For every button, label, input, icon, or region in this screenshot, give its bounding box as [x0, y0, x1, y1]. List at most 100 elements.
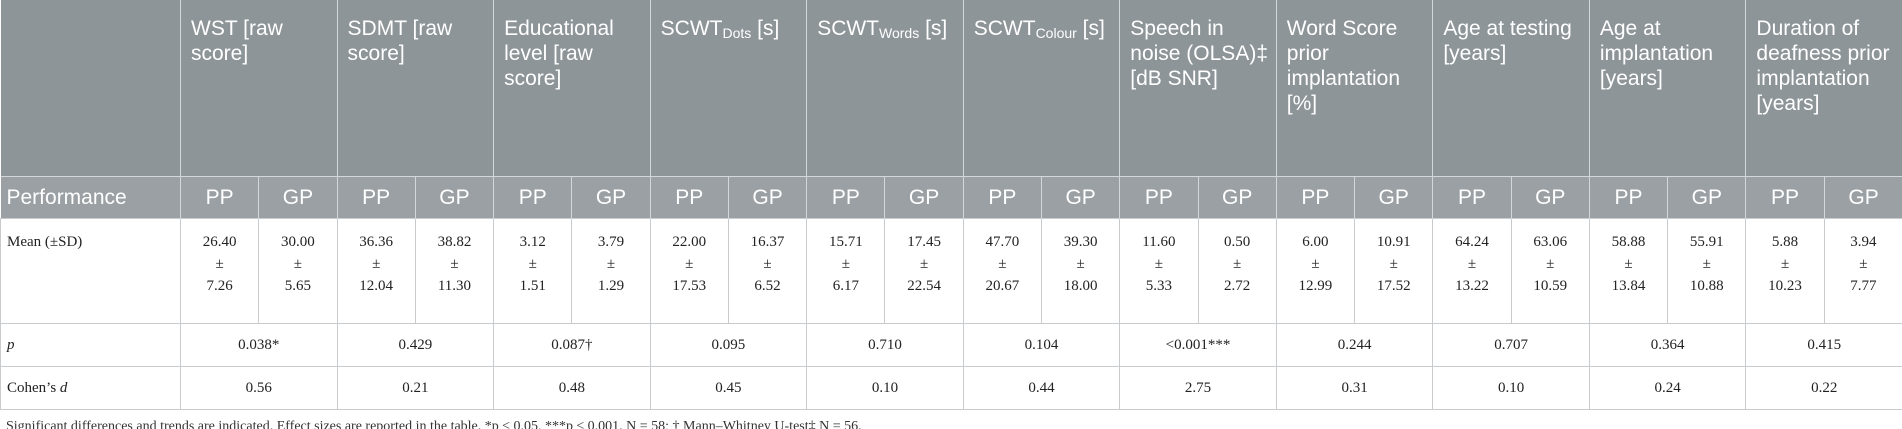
mean-cell: 22.00 ±17.53	[649, 218, 729, 324]
p-value: 0.364	[1588, 323, 1747, 367]
sd-value: 13.84	[1611, 278, 1646, 294]
plus-minus: ±	[841, 256, 850, 272]
sd-value: 18.00	[1063, 278, 1098, 294]
header-label: SDMT	[347, 17, 407, 40]
header-label: Educational level	[504, 17, 614, 65]
effect-size: 0.22	[1745, 366, 1902, 410]
sd-value: 6.17	[832, 278, 859, 294]
sd-value: 10.59	[1533, 278, 1568, 294]
header-unit: [raw score]	[504, 42, 593, 90]
plus-minus: ±	[1389, 256, 1398, 272]
group-label: GP	[1510, 176, 1590, 219]
header-unit: [s]	[1082, 17, 1105, 40]
mean-value: 0.50	[1224, 234, 1251, 250]
group-label: PP	[962, 176, 1042, 219]
header-unit: [years]	[1443, 42, 1507, 65]
effect-size: 0.48	[493, 366, 651, 410]
header-unit: [years]	[1599, 67, 1663, 90]
plus-minus: ±	[450, 256, 459, 272]
cohen-row: Cohen’s d 0.56 0.21 0.48 0.45 0.10 0.44 2.75 0.3…	[0, 366, 1902, 410]
group-label: PP	[1745, 176, 1825, 219]
group-label: PP	[1119, 176, 1199, 219]
effect-size: 0.56	[180, 366, 338, 410]
sd-value: 11.30	[437, 278, 472, 294]
mean-cell: 47.70 ±20.67	[962, 218, 1043, 324]
group-label: PP	[1432, 176, 1512, 219]
group-label: GP	[1354, 176, 1433, 219]
mean-value: 6.00	[1302, 234, 1329, 250]
mean-cell: 11.60 ±5.33	[1119, 218, 1199, 324]
mean-cell: 3.12 ±1.51	[493, 218, 573, 324]
row-label: Performance	[0, 176, 181, 219]
data-table: WST [raw score] SDMT [raw score] Education…	[0, 0, 1902, 410]
plus-minus: ±	[1233, 256, 1242, 272]
mean-cell: 16.37 ±6.52	[727, 218, 808, 324]
p-value: <0.001***	[1119, 323, 1277, 367]
header-label: SCWT	[660, 17, 723, 40]
header-label: WST	[191, 17, 238, 40]
row-label: Cohen’s d	[0, 366, 181, 410]
p-value: 0.707	[1432, 323, 1590, 367]
effect-size: 0.31	[1275, 366, 1434, 410]
column-header: Duration of deafness prior implantation …	[1745, 0, 1902, 177]
column-header: Word Score prior implantation [%]	[1275, 0, 1433, 177]
column-header: Age at testing [years]	[1432, 0, 1590, 177]
column-header: Age at implantation [years]	[1588, 0, 1746, 177]
header-label: Duration of deafness prior implantation	[1756, 17, 1890, 90]
header-unit: [years]	[1756, 92, 1820, 115]
mean-value: 47.70	[985, 234, 1020, 250]
sd-value: 7.77	[1850, 278, 1877, 294]
mean-value: 17.45	[907, 234, 941, 250]
mean-cell: 3.79 ±1.29	[571, 218, 651, 324]
header-unit: [s]	[757, 17, 780, 40]
sd-value: 2.72	[1224, 278, 1251, 294]
group-label: PP	[493, 176, 572, 219]
header-unit: [raw score]	[347, 17, 453, 65]
mean-value: 58.88	[1611, 234, 1646, 250]
plus-minus: ±	[1624, 256, 1633, 272]
effect-size: 2.75	[1119, 366, 1277, 410]
plus-minus: ±	[919, 256, 929, 272]
group-label: GP	[1823, 176, 1902, 219]
mean-value: 3.12	[519, 234, 546, 250]
mean-cell: 26.40 ±7.26	[179, 218, 260, 324]
p-row: p 0.038* 0.429 0.087† 0.095 0.710 0.104 <0.001*…	[0, 323, 1902, 367]
header-subscript: Dots	[722, 25, 752, 41]
plus-minus: ±	[1076, 256, 1085, 272]
group-label: GP	[727, 176, 807, 219]
corner-cell	[0, 0, 181, 177]
header-label: Word Score prior implantation	[1286, 17, 1401, 90]
column-header: Speech in noise (OLSA)‡ [dB SNR]	[1119, 0, 1277, 177]
row-label: p	[0, 323, 181, 367]
column-header: SDMT [raw score]	[336, 0, 494, 177]
effect-size: 0.44	[962, 366, 1121, 410]
plus-minus: ±	[1780, 256, 1790, 272]
header-label: Age at implantation	[1599, 17, 1714, 65]
header-unit: [%]	[1286, 92, 1318, 115]
p-value: 0.710	[806, 323, 964, 367]
column-header: WST [raw score]	[180, 0, 338, 177]
row-label-text: Cohen’s	[7, 379, 57, 396]
mean-value: 36.36	[359, 234, 394, 250]
mean-cell: 58.88 ±13.84	[1588, 218, 1669, 324]
plus-minus: ±	[763, 256, 772, 272]
effect-size: 0.21	[336, 366, 495, 410]
header-label: SCWT	[817, 17, 880, 40]
plus-minus: ±	[1311, 256, 1320, 272]
mean-value: 22.00	[672, 234, 707, 250]
plus-minus: ±	[1467, 256, 1477, 272]
mean-value: 38.82	[437, 234, 472, 250]
header-subscript: Words	[879, 25, 920, 41]
sd-value: 22.54	[907, 278, 941, 294]
sd-value: 10.88	[1689, 278, 1724, 294]
header-unit: [dB SNR]	[1130, 67, 1218, 90]
column-header: SCWTDots [s]	[649, 0, 807, 177]
header-subscript: Colour	[1035, 25, 1077, 41]
sd-value: 17.52	[1376, 278, 1411, 294]
sd-value: 1.51	[519, 278, 546, 294]
group-label: GP	[414, 176, 494, 219]
p-value: 0.038*	[180, 323, 338, 367]
p-value: 0.244	[1275, 323, 1434, 367]
group-label: PP	[179, 176, 259, 219]
